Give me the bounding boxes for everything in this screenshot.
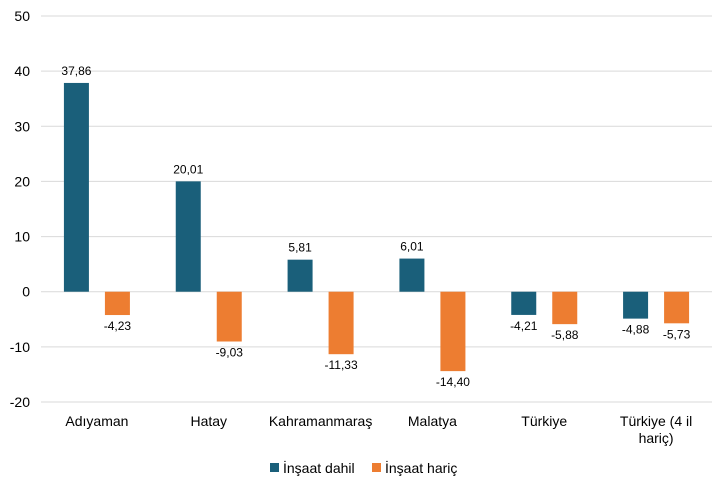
x-category-label: Malatya <box>408 413 457 429</box>
legend-swatch <box>372 463 381 472</box>
data-label: -4,23 <box>104 319 132 333</box>
y-tick-label: 0 <box>22 284 30 300</box>
gridlines <box>41 15 712 403</box>
data-label: -4,88 <box>622 323 650 337</box>
x-category-label: hariç) <box>639 430 674 446</box>
data-label: -4,21 <box>510 319 538 333</box>
x-category-label: Türkiye <box>521 413 567 429</box>
legend-label: İnşaat dahil <box>283 459 355 476</box>
y-tick-label: 50 <box>14 8 30 24</box>
legend-label: İnşaat hariç <box>385 459 457 476</box>
bar-insaat-haric <box>216 291 242 342</box>
y-tick-label: -10 <box>10 339 30 355</box>
x-axis-categories: Adıyaman Hatay Kahramanmaraş Malatya Türkiye… <box>65 413 692 446</box>
data-label: 37,86 <box>61 64 91 78</box>
y-tick-label: 10 <box>14 229 30 245</box>
data-label: 20,01 <box>173 162 203 176</box>
y-tick-label: 30 <box>14 118 30 134</box>
bar-insaat-dahil <box>287 259 313 292</box>
x-category-label: Türkiye (4 il <box>620 413 692 429</box>
bar-insaat-haric <box>664 291 690 324</box>
x-category-label: Kahramanmaraş <box>269 413 373 429</box>
bar-insaat-dahil <box>175 181 201 292</box>
data-label: -5,73 <box>663 327 691 341</box>
bar-insaat-dahil <box>623 291 649 319</box>
x-category-label: Adıyaman <box>65 413 128 429</box>
data-label: -5,88 <box>551 328 579 342</box>
y-tick-label: 40 <box>14 63 30 79</box>
y-tick-label: 20 <box>14 173 30 189</box>
legend: İnşaat dahil İnşaat hariç <box>270 459 457 476</box>
x-category-label: Hatay <box>190 413 227 429</box>
data-label: 6,01 <box>400 240 424 254</box>
bar-insaat-dahil <box>511 291 537 315</box>
data-label: 5,81 <box>288 241 312 255</box>
bars <box>63 82 690 372</box>
bar-insaat-haric <box>552 291 578 325</box>
data-label: -11,33 <box>325 358 358 372</box>
data-label: -14,40 <box>436 375 470 389</box>
bar-insaat-dahil <box>63 82 89 292</box>
data-labels: 37,86 -4,23 20,01 -9,03 5,81 -11,33 6,01 -14,40… <box>61 64 690 389</box>
y-axis-ticks: 50 40 30 20 10 0 -10 -20 <box>10 8 30 410</box>
bar-insaat-dahil <box>399 258 425 292</box>
bar-insaat-haric <box>328 291 354 355</box>
bar-insaat-haric <box>104 291 130 316</box>
bar-insaat-haric <box>440 291 466 372</box>
legend-swatch <box>270 463 279 472</box>
data-label: -9,03 <box>216 346 244 360</box>
y-tick-label: -20 <box>10 394 30 410</box>
